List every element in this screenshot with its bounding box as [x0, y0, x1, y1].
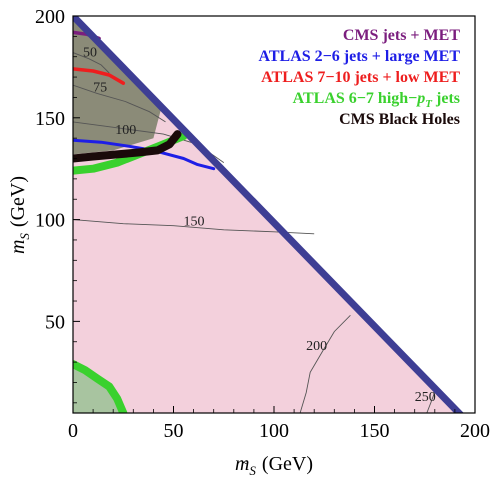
contour-50	[73, 52, 110, 74]
x-tick-label-100: 100	[259, 420, 289, 442]
y-axis-label: mS(GeV)	[7, 176, 32, 254]
legend: CMS jets + MET ATLAS 2−6 jets + large MET…	[259, 27, 461, 128]
ticks-layer: 0 50 100 150 200 50 100 150 200	[35, 6, 490, 442]
contour-label-50: 50	[83, 46, 97, 61]
x-tick-label-0: 0	[68, 420, 78, 442]
contour-label-75: 75	[93, 80, 107, 95]
series-line-atlas-7-10-jets-low-met	[73, 67, 126, 85]
y-tick-label-100: 100	[35, 210, 65, 232]
region-excluded-lower-left	[73, 364, 126, 413]
x-tick-label-200: 200	[460, 420, 490, 442]
y-tick-label-50: 50	[45, 311, 65, 333]
y-tick-label-150: 150	[35, 108, 65, 130]
legend-entry-atlas-2-6-jets-large-met: ATLAS 2−6 jets + large MET	[259, 48, 461, 65]
kinematic-boundary-line	[73, 16, 464, 413]
legend-entry-atlas-6-7-high-p-t-jets: ATLAS 6−7 high−pT jets	[293, 90, 460, 110]
contour-labels-layer: 50 75 100 150 200 250	[83, 46, 436, 405]
contour-200	[299, 314, 351, 413]
y-tick-label-200: 200	[35, 6, 65, 28]
contour-label-250: 250	[415, 390, 436, 405]
boundary-layer	[73, 16, 464, 413]
legend-entry-cms-jets-met: CMS jets + MET	[343, 27, 460, 44]
contour-label-150: 150	[184, 215, 205, 230]
legend-entry-cms-black-holes: CMS Black Holes	[339, 111, 460, 128]
contour-75	[73, 84, 166, 123]
x-axis-tilde: ~	[241, 455, 248, 470]
series-line-cms-black-holes	[73, 130, 182, 163]
x-tick-label-150: 150	[360, 420, 390, 442]
x-axis-label: mS (GeV)	[235, 453, 313, 478]
contour-label-200: 200	[306, 339, 327, 354]
legend-entry-atlas-7-10-jets-low-met: ATLAS 7−10 jets + low MET	[261, 69, 460, 86]
region-excluded-upper	[73, 16, 162, 155]
x-tick-label-50: 50	[164, 420, 184, 442]
series-line-atlas-6-7-high-p-t-jets-lower	[73, 360, 128, 413]
contour-label-100: 100	[115, 123, 136, 138]
